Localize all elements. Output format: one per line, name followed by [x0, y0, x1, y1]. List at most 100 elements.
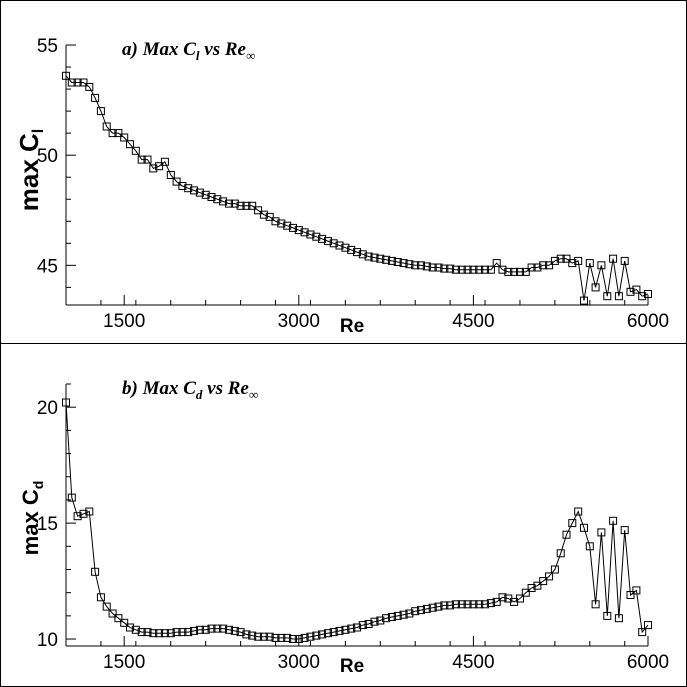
data-point — [300, 633, 309, 642]
data-point — [294, 635, 303, 643]
data-point — [620, 256, 629, 265]
data-point — [556, 254, 565, 263]
data-point — [62, 398, 70, 407]
data-point — [417, 606, 425, 615]
data-point — [289, 635, 297, 643]
data-point — [475, 600, 484, 609]
y-tick-label: 10 — [37, 630, 58, 651]
data-point — [469, 265, 478, 274]
data-point — [259, 632, 268, 641]
data-point — [102, 122, 111, 131]
data-point — [457, 265, 466, 274]
chart-title-rest-subscript: ∞ — [246, 48, 255, 63]
data-point — [143, 155, 152, 164]
data-point — [248, 201, 257, 210]
data-point — [545, 572, 554, 581]
data-point — [265, 212, 274, 221]
data-point — [219, 624, 228, 633]
y-tick-label: 15 — [37, 514, 58, 535]
data-point — [347, 624, 356, 633]
data-point — [201, 625, 210, 634]
data-point — [597, 261, 606, 270]
data-point — [492, 259, 501, 268]
data-point — [614, 614, 623, 623]
data-point — [271, 217, 280, 226]
data-point — [422, 604, 431, 613]
data-point — [347, 245, 356, 254]
data-point — [62, 71, 70, 80]
data-point — [254, 206, 263, 215]
data-point — [585, 542, 594, 551]
x-tick-label: 1500 — [103, 311, 145, 332]
x-tick-label: 4500 — [452, 311, 494, 332]
data-point — [306, 230, 315, 239]
data-point — [446, 264, 455, 273]
data-point — [230, 626, 239, 635]
data-point — [190, 626, 198, 635]
data-point — [259, 210, 268, 219]
data-point — [172, 177, 181, 186]
data-point — [580, 523, 588, 532]
data-point — [638, 628, 647, 637]
y-axis-label: max Cl — [14, 129, 47, 212]
data-point — [574, 507, 583, 516]
data-point — [242, 630, 251, 639]
data-point — [498, 593, 507, 602]
chart-title-subscript: l — [196, 48, 200, 63]
y-axis-label-main: max C — [18, 489, 43, 555]
data-point — [411, 261, 420, 270]
data-point — [638, 292, 647, 301]
data-point — [213, 624, 222, 633]
data-point — [300, 228, 309, 237]
data-point — [521, 267, 530, 276]
data-point — [160, 157, 169, 166]
data-point — [318, 234, 327, 243]
y-tick-label: 50 — [37, 146, 58, 167]
data-point — [387, 613, 396, 621]
data-point — [527, 584, 536, 592]
chart-title: a) Max Cl vs Re∞ — [122, 39, 255, 63]
data-point — [149, 164, 158, 173]
data-point — [190, 186, 198, 195]
data-point — [562, 530, 571, 539]
chart-title-main: a) Max C — [122, 39, 196, 60]
data-point — [91, 567, 100, 576]
data-point — [149, 629, 158, 638]
data-point — [603, 611, 612, 620]
data-point — [545, 261, 554, 270]
data-point — [562, 254, 571, 263]
data-point — [463, 600, 472, 609]
data-point — [556, 549, 565, 558]
y-axis-label-subscript: l — [30, 129, 47, 133]
data-point — [265, 632, 274, 641]
data-point — [213, 195, 222, 204]
data-point — [585, 259, 594, 268]
data-point — [411, 607, 420, 616]
y-axis-label: max Cd — [18, 481, 46, 556]
data-point — [207, 193, 216, 201]
series-line — [65, 402, 649, 640]
data-point — [644, 621, 652, 630]
data-point — [492, 597, 501, 606]
x-tick-label: 4500 — [452, 652, 494, 673]
data-point — [626, 591, 635, 599]
data-point — [399, 259, 408, 268]
data-point — [446, 601, 455, 610]
data-point — [387, 256, 396, 265]
data-point — [504, 267, 513, 276]
data-point — [155, 162, 164, 171]
data-point — [166, 171, 175, 179]
data-point — [329, 239, 338, 248]
data-point — [568, 259, 577, 268]
data-point — [382, 614, 391, 623]
data-point — [644, 290, 652, 298]
data-point — [626, 287, 635, 296]
data-point — [510, 267, 519, 276]
data-point — [131, 146, 140, 155]
y-axis-label-subscript: d — [30, 481, 46, 490]
data-point — [225, 199, 233, 208]
data-point — [248, 631, 257, 640]
data-point — [85, 507, 94, 516]
